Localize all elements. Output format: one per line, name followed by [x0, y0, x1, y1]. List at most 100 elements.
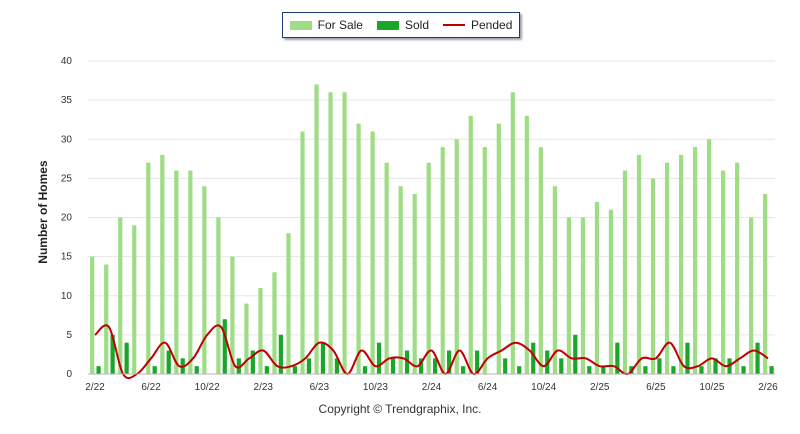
legend-label-sold: Sold — [404, 18, 429, 32]
bar-sold — [418, 358, 424, 374]
bar-sold — [194, 366, 199, 374]
bar-sold — [643, 366, 648, 374]
bar-sold — [334, 358, 340, 374]
bar-for-sale — [664, 162, 670, 374]
copyright-text: Copyright © Trendgraphix, Inc. — [318, 402, 482, 416]
x-tick-label: 2/25 — [590, 382, 610, 393]
bar-for-sale — [230, 256, 235, 374]
bar-sold — [699, 366, 704, 374]
bar-for-sale — [524, 115, 529, 375]
bar-sold — [362, 366, 368, 374]
bar-sold — [166, 350, 171, 374]
bar-for-sale — [763, 194, 768, 374]
bar-sold — [320, 342, 326, 374]
bar-for-sale — [132, 225, 137, 374]
legend-item-for-sale: For Sale — [289, 18, 363, 32]
bar-sold — [390, 358, 396, 374]
legend: For Sale Sold Pended — [282, 12, 520, 38]
bar-for-sale — [300, 131, 305, 374]
x-tick-label: 6/24 — [478, 382, 498, 393]
legend-item-pended: Pended — [443, 18, 512, 32]
bar-sold — [517, 366, 522, 374]
legend-swatch-pended — [443, 24, 465, 26]
bar-for-sale — [707, 139, 712, 374]
bar-sold — [250, 350, 255, 374]
bar-sold — [573, 334, 578, 374]
y-tick-label: 20 — [61, 213, 73, 224]
x-tick-label: 6/22 — [141, 382, 161, 393]
bar-sold — [236, 358, 241, 374]
bar-for-sale — [608, 209, 614, 374]
legend-swatch-sold — [376, 20, 399, 30]
bar-sold — [124, 342, 129, 374]
bar-for-sale — [342, 92, 347, 375]
bar-for-sale — [160, 154, 165, 374]
bar-sold — [96, 366, 101, 374]
bar-for-sale — [258, 287, 263, 374]
bar-sold — [657, 358, 662, 374]
bar-sold — [404, 350, 410, 374]
bar-sold — [559, 358, 564, 374]
bar-for-sale — [174, 170, 179, 374]
y-tick-label: 30 — [61, 134, 73, 145]
bar-sold — [432, 358, 438, 374]
bar-for-sale — [749, 217, 754, 374]
x-tick-label: 6/23 — [310, 382, 330, 393]
bar-for-sale — [454, 139, 459, 374]
bar-for-sale — [398, 186, 403, 374]
x-tick-label: 10/23 — [363, 382, 388, 393]
y-tick-label: 40 — [61, 56, 73, 67]
bar-for-sale — [202, 186, 207, 374]
bar-for-sale — [118, 217, 123, 374]
bar-for-sale — [580, 217, 586, 374]
bar-for-sale — [735, 162, 740, 374]
bar-sold — [264, 366, 269, 374]
x-tick-label: 2/26 — [758, 382, 778, 393]
bar-for-sale — [286, 233, 291, 374]
bar-sold — [531, 342, 536, 374]
bar-sold — [461, 366, 466, 374]
bar-for-sale — [244, 303, 249, 374]
bar-sold — [292, 366, 297, 374]
bar-for-sale — [384, 162, 389, 374]
bar-sold — [615, 342, 620, 374]
bar-for-sale — [678, 154, 684, 374]
bar-for-sale — [216, 217, 221, 374]
x-tick-label: 10/22 — [195, 382, 220, 393]
y-tick-label: 15 — [61, 252, 73, 263]
bar-sold — [222, 319, 227, 374]
bar-for-sale — [721, 170, 726, 374]
bar-sold — [475, 350, 480, 374]
bar-sold — [376, 342, 382, 374]
bar-for-sale — [314, 84, 319, 374]
bar-sold — [741, 366, 746, 374]
bar-for-sale — [370, 131, 375, 374]
bar-sold — [306, 358, 312, 374]
bar-sold — [587, 366, 592, 374]
series-line-pended — [94, 324, 769, 380]
y-tick-label: 25 — [61, 173, 73, 184]
bar-sold — [152, 366, 157, 374]
x-axis-ticks: 2/22 6/22 10/22 2/23 6/23 10/23 2/24 6/24 10/24 2… — [85, 382, 778, 393]
bar-for-sale — [594, 201, 600, 374]
legend-item-sold: Sold — [376, 18, 429, 32]
bar-for-sale — [426, 162, 431, 374]
y-tick-label: 35 — [61, 95, 73, 106]
bar-for-sale — [412, 194, 417, 374]
y-axis-label: Number of Homes — [36, 160, 50, 264]
bar-sold — [601, 366, 606, 374]
x-tick-label: 10/25 — [699, 382, 724, 393]
x-tick-label: 2/22 — [85, 382, 105, 393]
bar-for-sale — [552, 186, 557, 374]
bar-sold — [769, 366, 774, 374]
bar-sold — [278, 334, 283, 374]
bar-for-sale — [482, 147, 487, 374]
bar-sold — [713, 358, 718, 374]
bar-for-sale — [510, 92, 515, 375]
y-axis-ticks: 0 5 10 15 20 25 30 35 40 — [61, 56, 73, 380]
y-tick-label: 0 — [66, 369, 72, 380]
bar-for-sale — [272, 272, 277, 374]
bars — [90, 84, 774, 375]
bar-sold — [503, 358, 508, 374]
